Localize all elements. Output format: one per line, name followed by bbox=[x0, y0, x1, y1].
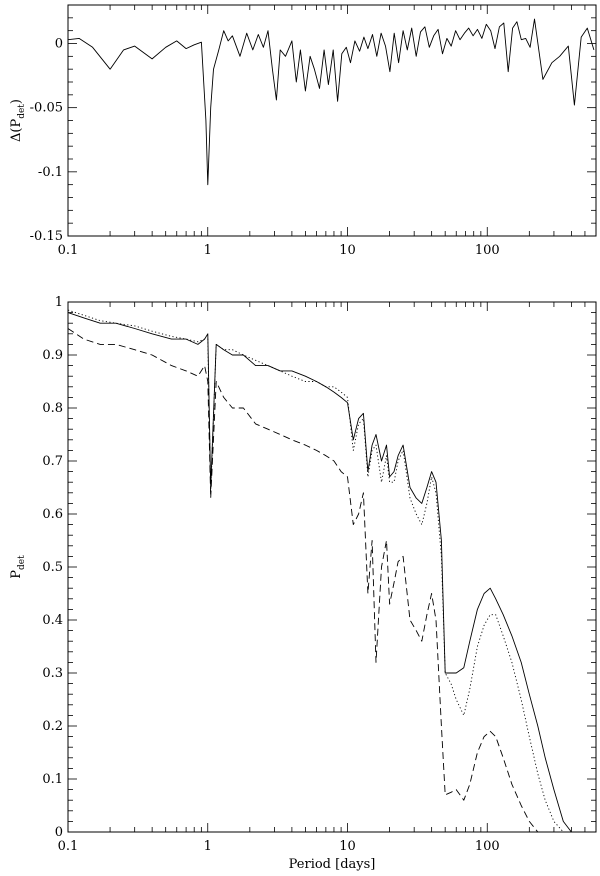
panel1-x-tick-label: 10 bbox=[339, 243, 356, 258]
panel2-x-tick-label: 100 bbox=[475, 839, 500, 854]
panel2-y-tick-label: 0.4 bbox=[42, 613, 63, 628]
panel1-frame bbox=[67, 4, 597, 237]
panel1-y-axis-label: Δ(Pdet) bbox=[9, 99, 27, 142]
panel1-y-tick-label: -0.05 bbox=[30, 101, 63, 116]
panel2-y-tick-label: 0.3 bbox=[42, 666, 63, 681]
panel1-series-solid-line bbox=[67, 18, 595, 186]
panel2-x-tick-label: 0.1 bbox=[58, 839, 79, 854]
panel2-series-dashed-line bbox=[67, 328, 554, 833]
panel2-x-tick-label: 10 bbox=[339, 839, 356, 854]
panel1-x-tick-label: 1 bbox=[204, 243, 212, 258]
panel2-y-tick-label: 0.6 bbox=[42, 507, 63, 522]
panel2-x-tick-label: 1 bbox=[204, 839, 212, 854]
panel2-y-tick-label: 0.5 bbox=[42, 560, 63, 575]
panel2-y-tick-label: 0 bbox=[55, 825, 63, 840]
panel2-y-tick-label: 0.7 bbox=[42, 454, 63, 469]
panel1-y-tick-label: -0.1 bbox=[38, 165, 63, 180]
panel2-x-axis-label: Period [days] bbox=[289, 857, 376, 872]
panel2-frame bbox=[67, 301, 597, 833]
panel2-y-tick-label: 1 bbox=[55, 295, 63, 310]
panel1-y-tick-label: -0.15 bbox=[30, 229, 63, 244]
panel2-y-axis-label: Pdet bbox=[9, 555, 27, 579]
panel1-y-tick-label: 0 bbox=[55, 37, 63, 52]
panel2-y-tick-label: 0.2 bbox=[42, 719, 63, 734]
panel1-x-tick-label: 0.1 bbox=[58, 243, 79, 258]
panel2-y-tick-label: 0.1 bbox=[42, 772, 63, 787]
panel2-y-tick-label: 0.8 bbox=[42, 401, 63, 416]
panel2-series-dotted-line bbox=[67, 309, 564, 833]
panel2-y-tick-label: 0.9 bbox=[42, 348, 63, 363]
panel1-x-tick-label: 100 bbox=[475, 243, 500, 258]
